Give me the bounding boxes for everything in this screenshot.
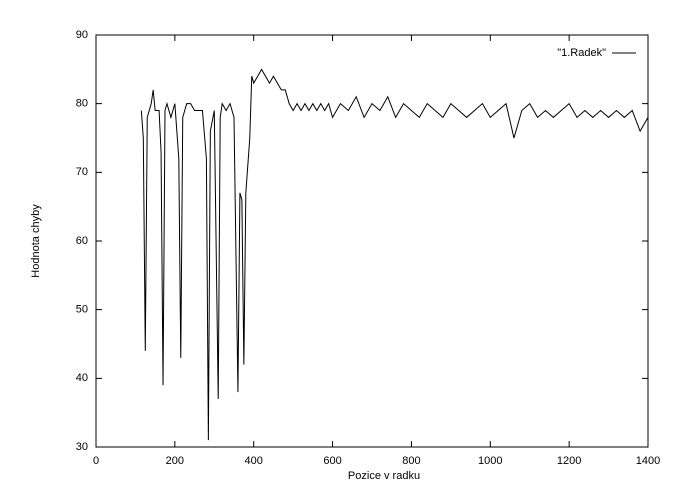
y-axis-label: Hodnota chyby xyxy=(30,204,42,278)
y-tick-label: 40 xyxy=(76,372,88,384)
x-tick-label: 800 xyxy=(402,455,420,467)
x-tick-label: 1200 xyxy=(557,455,581,467)
plot-frame xyxy=(95,34,649,448)
y-tick-label: 70 xyxy=(76,166,88,178)
y-tick-label: 80 xyxy=(76,98,88,110)
y-tick-label: 50 xyxy=(76,304,88,316)
x-tick-label: 1000 xyxy=(478,455,502,467)
x-tick-label: 600 xyxy=(323,455,341,467)
x-axis-label: Pozice v radku xyxy=(348,470,420,482)
y-tick-label: 30 xyxy=(76,441,88,453)
x-tick-label: 200 xyxy=(166,455,184,467)
legend-label: "1.Radek" xyxy=(557,47,606,59)
y-tick-label: 90 xyxy=(76,29,88,41)
y-tick-label: 60 xyxy=(76,235,88,247)
x-tick-label: 400 xyxy=(245,455,263,467)
data-line xyxy=(140,68,649,441)
x-tick-label: 1400 xyxy=(636,455,660,467)
x-tick-label: 0 xyxy=(93,455,99,467)
